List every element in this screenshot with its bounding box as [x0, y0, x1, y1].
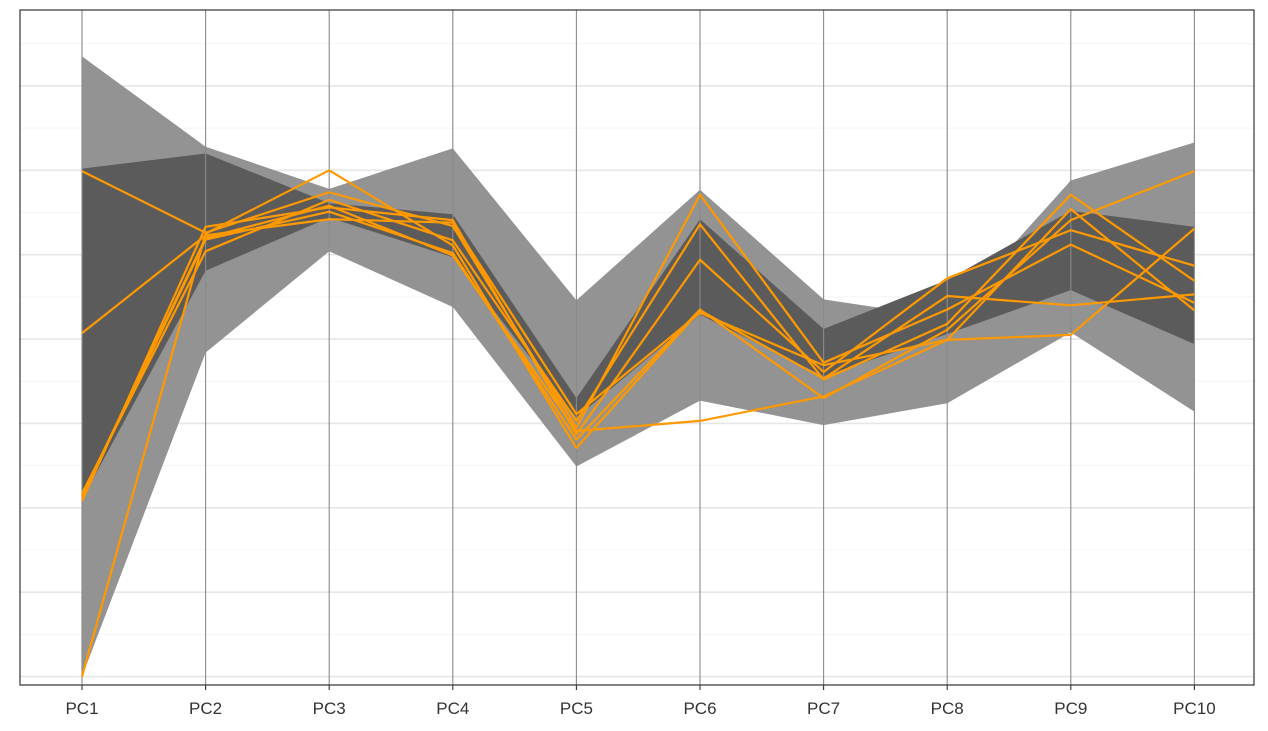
- x-tick-label-PC6: PC6: [683, 699, 716, 718]
- x-tick-label-PC10: PC10: [1173, 699, 1216, 718]
- series-line-1: [80, 206, 1195, 502]
- x-tick-label-PC2: PC2: [189, 699, 222, 718]
- range-band-1: [82, 153, 1195, 500]
- axis-gridlines: [81, 10, 1195, 685]
- x-tick-label-PC8: PC8: [931, 699, 964, 718]
- series-line-0: [81, 170, 1195, 429]
- series-lines: [80, 169, 1196, 677]
- x-axis-ticks: [81, 685, 1195, 690]
- x-tick-label-PC9: PC9: [1054, 699, 1087, 718]
- x-tick-label-PC5: PC5: [560, 699, 593, 718]
- x-tick-label-PC1: PC1: [65, 699, 98, 718]
- x-tick-label-PC4: PC4: [436, 699, 469, 718]
- x-axis-tick-labels: PC1 PC2 PC3 PC4 PC5 PC6 PC7 PC8 PC9 PC10: [65, 699, 1215, 718]
- x-tick-label-PC3: PC3: [313, 699, 346, 718]
- series-line-5: [81, 170, 1195, 498]
- panel-border: [19, 9, 1255, 686]
- series-line-4: [80, 169, 1195, 677]
- x-tick-label-PC7: PC7: [807, 699, 840, 718]
- series-line-6: [81, 204, 1196, 497]
